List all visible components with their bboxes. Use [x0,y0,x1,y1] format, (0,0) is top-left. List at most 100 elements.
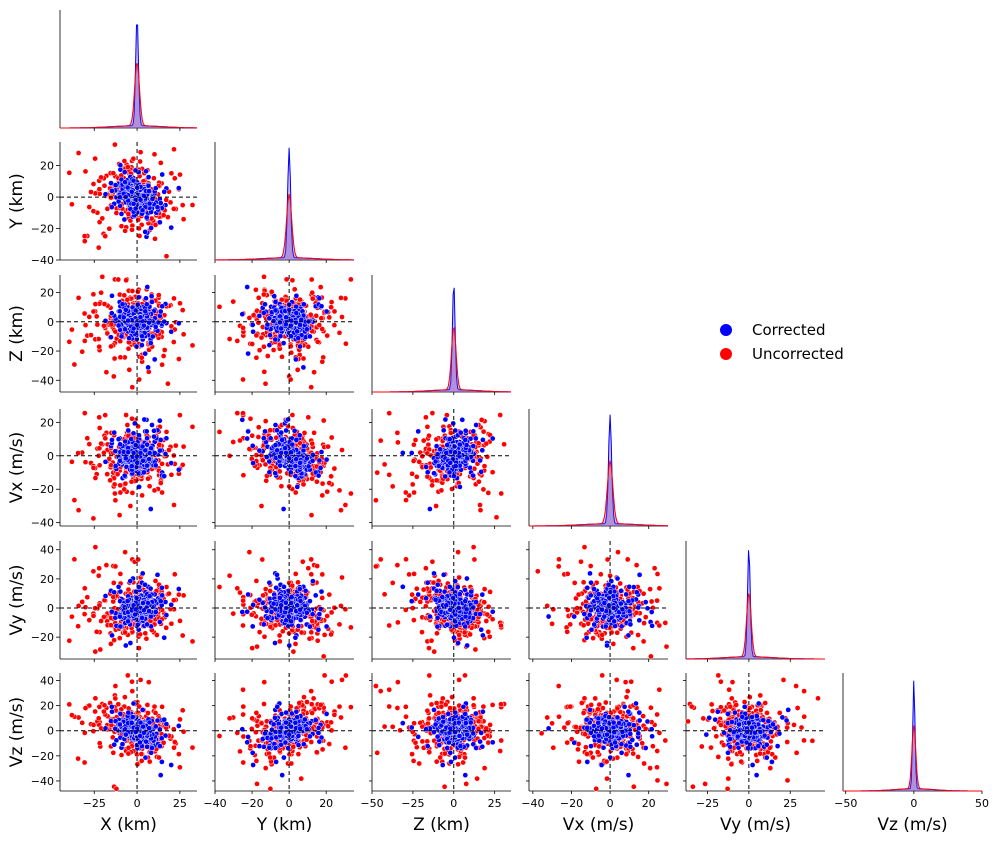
point-corrected [283,315,288,320]
point-corrected [143,351,148,356]
point-uncorrected [114,210,119,215]
point-uncorrected [181,332,186,337]
point-corrected [119,211,124,216]
point-uncorrected [80,349,85,354]
point-uncorrected [343,502,348,507]
point-corrected [138,450,143,455]
point-corrected [317,612,322,617]
point-uncorrected [290,583,295,588]
point-uncorrected [124,412,129,417]
point-corrected [283,600,288,605]
point-corrected [296,623,301,628]
point-corrected [109,437,114,442]
kde-fill-corrected [372,288,511,392]
point-corrected [274,428,279,433]
point-corrected [159,585,164,590]
point-uncorrected [315,339,320,344]
point-uncorrected [128,503,133,508]
point-uncorrected [387,472,392,477]
point-uncorrected [240,411,245,416]
point-uncorrected [152,236,157,241]
point-uncorrected [332,309,337,314]
point-uncorrected [102,183,107,188]
point-corrected [447,437,452,442]
point-corrected [443,474,448,479]
point-uncorrected [327,480,332,485]
point-uncorrected [421,438,426,443]
point-corrected [283,450,288,455]
y-tick-label: 20 [40,416,54,429]
point-uncorrected [315,638,320,643]
point-uncorrected [118,490,123,495]
point-corrected [471,443,476,448]
point-corrected [443,417,448,422]
point-uncorrected [261,593,266,598]
point-corrected [293,474,298,479]
point-corrected [147,594,152,599]
point-corrected [109,609,114,614]
point-uncorrected [290,278,295,283]
point-uncorrected [176,592,181,597]
panel-y-vs-y [215,142,354,263]
point-uncorrected [69,459,74,464]
point-corrected [123,180,128,185]
point-uncorrected [293,641,298,646]
point-uncorrected [434,437,439,442]
point-corrected [117,458,122,463]
point-uncorrected [82,239,87,244]
point-corrected [474,422,479,427]
point-corrected [143,309,148,314]
point-uncorrected [241,473,246,478]
point-corrected [304,327,309,332]
point-corrected [465,456,470,461]
point-uncorrected [108,623,113,628]
point-uncorrected [434,478,439,483]
point-uncorrected [108,463,113,468]
point-uncorrected [254,578,259,583]
point-uncorrected [490,470,495,475]
point-corrected [169,602,174,607]
point-uncorrected [113,329,118,334]
point-uncorrected [96,573,101,578]
panel-vy-vs-y [212,541,354,662]
point-uncorrected [417,459,422,464]
point-corrected [140,444,145,449]
point-corrected [318,465,323,470]
point-corrected [298,344,303,349]
point-uncorrected [93,475,98,480]
point-corrected [148,506,153,511]
point-uncorrected [171,206,176,211]
point-corrected [112,430,117,435]
point-uncorrected [105,472,110,477]
point-uncorrected [88,189,93,194]
point-corrected [290,442,295,447]
point-uncorrected [160,490,165,495]
point-corrected [149,225,154,230]
point-corrected [274,585,279,590]
point-corrected [131,431,136,436]
point-uncorrected [96,245,101,250]
point-uncorrected [348,625,353,630]
point-corrected [319,304,324,309]
point-uncorrected [169,171,174,176]
point-corrected [250,624,255,629]
point-uncorrected [119,224,124,229]
point-uncorrected [129,227,134,232]
point-uncorrected [125,422,130,427]
point-corrected [176,186,181,191]
point-corrected [445,442,450,447]
point-uncorrected [91,465,96,470]
point-uncorrected [332,466,337,471]
point-corrected [304,456,309,461]
point-uncorrected [343,341,348,346]
point-corrected [160,304,165,309]
point-uncorrected [165,381,170,386]
point-uncorrected [93,156,98,161]
point-uncorrected [279,484,284,489]
point-corrected [279,450,284,455]
point-corrected [169,329,174,334]
y-tick-label: 40 [40,544,54,557]
point-corrected [451,421,456,426]
point-uncorrected [97,446,102,451]
point-corrected [267,580,272,585]
